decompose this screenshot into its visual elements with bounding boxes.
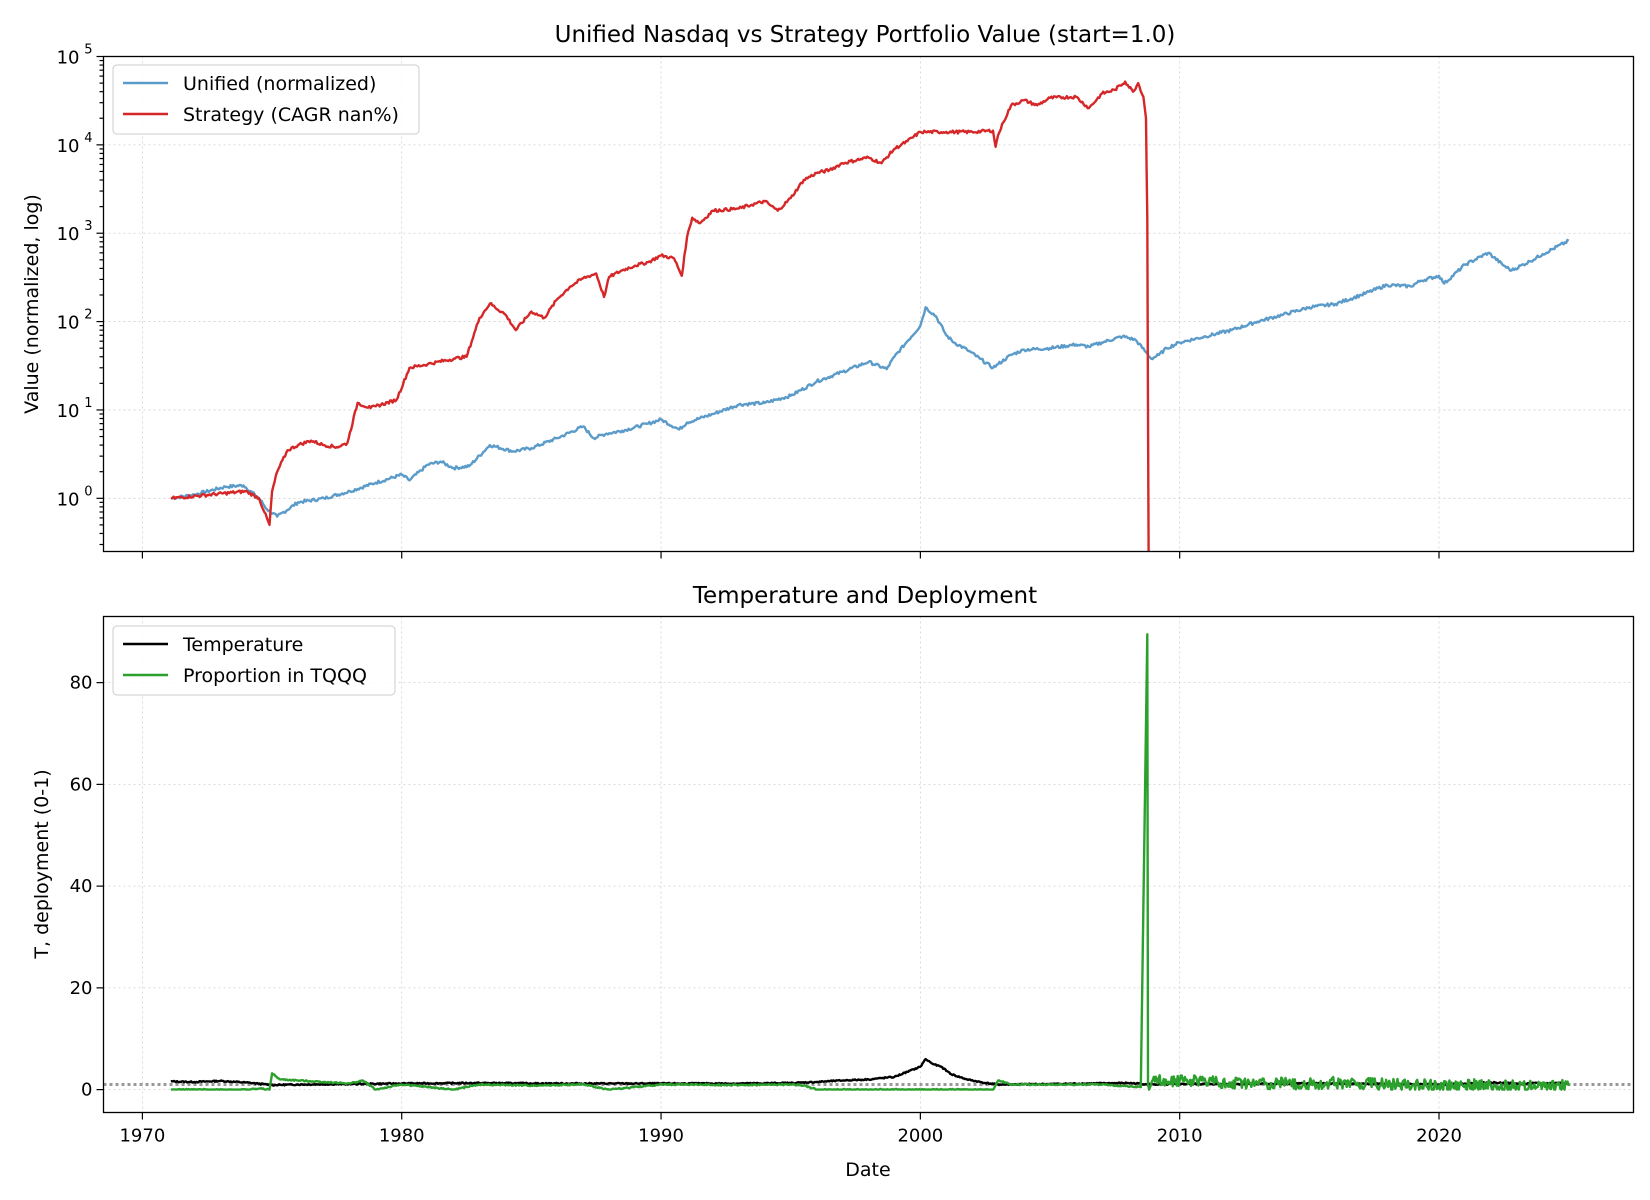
bottom-x-tick-label: 2000	[897, 1126, 943, 1147]
top-y-tick-label: 10	[57, 489, 80, 510]
bottom-x-tick-label: 1980	[379, 1126, 425, 1147]
top-y-tick-label: 10	[57, 136, 80, 157]
top-y-tick-label: 10	[57, 48, 80, 69]
top-y-tick-exponent: 2	[84, 308, 92, 323]
legend-label-unified: Unified (normalized)	[183, 73, 376, 95]
top-y-tick-exponent: 5	[84, 43, 92, 58]
top-legend-box	[112, 64, 420, 135]
top-y-tick-exponent: 4	[84, 131, 92, 146]
top-y-tick-label: 10	[57, 401, 80, 422]
bottom-y-axis-label: T, deployment (0-1)	[31, 769, 53, 959]
bottom-ticks: 1970 1980 1990 2000 2010 2020 0 20 40 60 80	[70, 673, 1462, 1147]
bottom-y-tick-label: 40	[70, 876, 93, 897]
bottom-y-tick-label: 60	[70, 774, 93, 795]
top-y-tick-exponent: 0	[84, 484, 92, 499]
bottom-series-layer	[170, 633, 1570, 1091]
temperature-series-line	[170, 1057, 1570, 1087]
top-subplot: Unified Nasdaq vs Strategy Portfolio Val…	[21, 22, 1635, 559]
legend-label-temperature: Temperature	[182, 634, 303, 656]
top-chart-title: Unified Nasdaq vs Strategy Portfolio Val…	[555, 22, 1176, 48]
bottom-x-tick-label: 1970	[119, 1126, 165, 1147]
bottom-x-tick-label: 1990	[638, 1126, 684, 1147]
top-y-tick-exponent: 3	[84, 219, 92, 234]
bottom-legend-box	[112, 625, 396, 696]
bottom-x-tick-label: 2010	[1157, 1126, 1203, 1147]
top-y-tick-exponent: 1	[84, 396, 92, 411]
bottom-y-tick-label: 0	[81, 1080, 92, 1101]
bottom-chart-title: Temperature and Deployment	[692, 583, 1037, 609]
top-plot-frame	[102, 55, 1635, 553]
legend-label-tqqq: Proportion in TQQQ	[183, 665, 367, 687]
bottom-y-tick-label: 80	[70, 673, 93, 694]
top-y-tick-label: 10	[57, 313, 80, 334]
bottom-legend: Temperature Proportion in TQQQ	[112, 625, 396, 696]
bottom-x-axis-label: Date	[845, 1159, 890, 1181]
top-ticks: 10 0 10 1 10 2 10 3 10 4 10 5	[57, 43, 1440, 559]
top-series-layer	[170, 80, 1570, 552]
top-legend: Unified (normalized) Strategy (CAGR nan%…	[112, 64, 420, 135]
top-y-axis-label: Value (normalized, log)	[21, 194, 43, 414]
bottom-subplot: Temperature and Deployment 1970 1980 1990 2…	[31, 583, 1635, 1181]
top-y-tick-label: 10	[57, 224, 80, 245]
unified-series-line	[170, 238, 1570, 518]
bottom-y-tick-label: 20	[70, 978, 93, 999]
bottom-plot-frame	[102, 615, 1635, 1114]
bottom-x-tick-label: 2020	[1416, 1126, 1462, 1147]
legend-label-strategy: Strategy (CAGR nan%)	[183, 104, 399, 126]
strategy-series-line	[170, 80, 1150, 552]
tqqq-series-line	[170, 633, 1570, 1091]
